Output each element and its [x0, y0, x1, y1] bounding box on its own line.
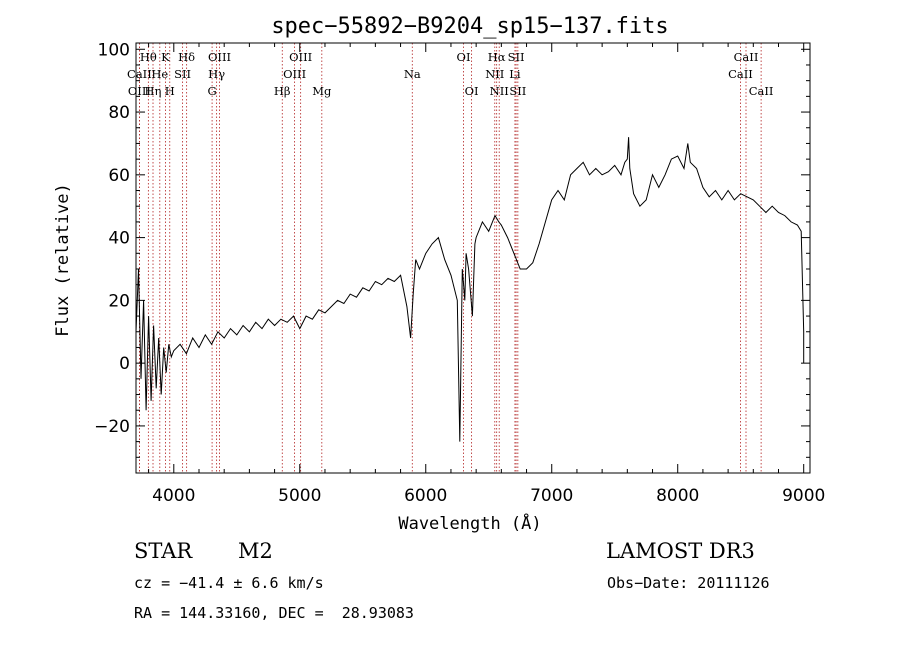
y-axis-label: Flux (relative) — [53, 183, 73, 337]
spectral-line-label: NII — [485, 67, 504, 81]
spectral-line-label: He — [151, 67, 168, 81]
spectral-line-label: K — [161, 50, 170, 64]
chart-title: spec−55892−B9204_sp15−137.fits — [271, 14, 668, 39]
spectral-line-label: Li — [509, 67, 521, 81]
spectrum-line — [135, 137, 805, 442]
y-tick-label: 100 — [98, 40, 130, 60]
spectral-line-label: CaII — [728, 67, 753, 81]
x-tick-label: 9000 — [782, 486, 825, 506]
x-tick-label: 4000 — [152, 486, 195, 506]
spectral-line-label: OIII — [283, 67, 306, 81]
spectral-line-label: OIII — [208, 50, 231, 64]
x-tick-label: 6000 — [404, 486, 447, 506]
spectral-line-label: H — [165, 84, 175, 98]
spectral-line-label: CaII — [749, 84, 774, 98]
spectral-line-label: Hη — [145, 84, 162, 98]
spectral-line-label: G — [207, 84, 216, 98]
y-tick-label: 40 — [108, 229, 130, 249]
plot-frame — [135, 42, 811, 474]
x-axis-ticks: 4000 5000 6000 7000 8000 9000 — [148, 43, 825, 506]
survey-name: LAMOST DR3 — [606, 539, 755, 563]
spectral-line-label: Hγ — [208, 67, 225, 81]
x-tick-label: 8000 — [656, 486, 699, 506]
spectral-line-label: NII — [490, 84, 509, 98]
y-tick-label: 80 — [108, 103, 130, 123]
y-tick-label: 0 — [119, 354, 130, 374]
redshift-cz: cz = −41.4 ± 6.6 km/s — [134, 574, 324, 592]
x-axis-label: Wavelength (Å) — [398, 512, 541, 534]
spectral-line-label: OI — [457, 50, 471, 64]
y-tick-label: 60 — [108, 166, 130, 186]
object-subclass: M2 — [238, 539, 273, 563]
spectral-line-label: Hδ — [178, 50, 195, 64]
observation-date: Obs−Date: 20111126 — [607, 574, 770, 592]
spectral-line-label: Na — [404, 67, 421, 81]
spectral-line-label: OI — [465, 84, 479, 98]
spectral-line-label: OIII — [128, 84, 151, 98]
spectral-line-label: CaII — [127, 67, 152, 81]
y-tick-label: −20 — [94, 417, 130, 437]
spectral-line-label: SII — [508, 50, 525, 64]
y-axis-ticks: −20 0 20 40 60 80 100 — [94, 40, 810, 458]
coordinates: RA = 144.33160, DEC = 28.93083 — [134, 604, 414, 622]
spectral-line-label: Hβ — [274, 84, 291, 98]
spectral-line-label: SII — [509, 84, 526, 98]
spectral-line-label: OIII — [289, 50, 312, 64]
object-class: STAR — [134, 539, 193, 563]
spectral-line-label: Hα — [488, 50, 506, 64]
x-tick-label: 5000 — [278, 486, 321, 506]
spectral-line-label: CaII — [734, 50, 759, 64]
spectral-line-markers — [139, 43, 762, 473]
x-tick-label: 7000 — [530, 486, 573, 506]
y-tick-label: 20 — [108, 291, 130, 311]
spectral-line-label: Mg — [312, 84, 332, 98]
spectral-line-label: Hθ — [140, 50, 157, 64]
spectral-line-label: SII — [174, 67, 191, 81]
